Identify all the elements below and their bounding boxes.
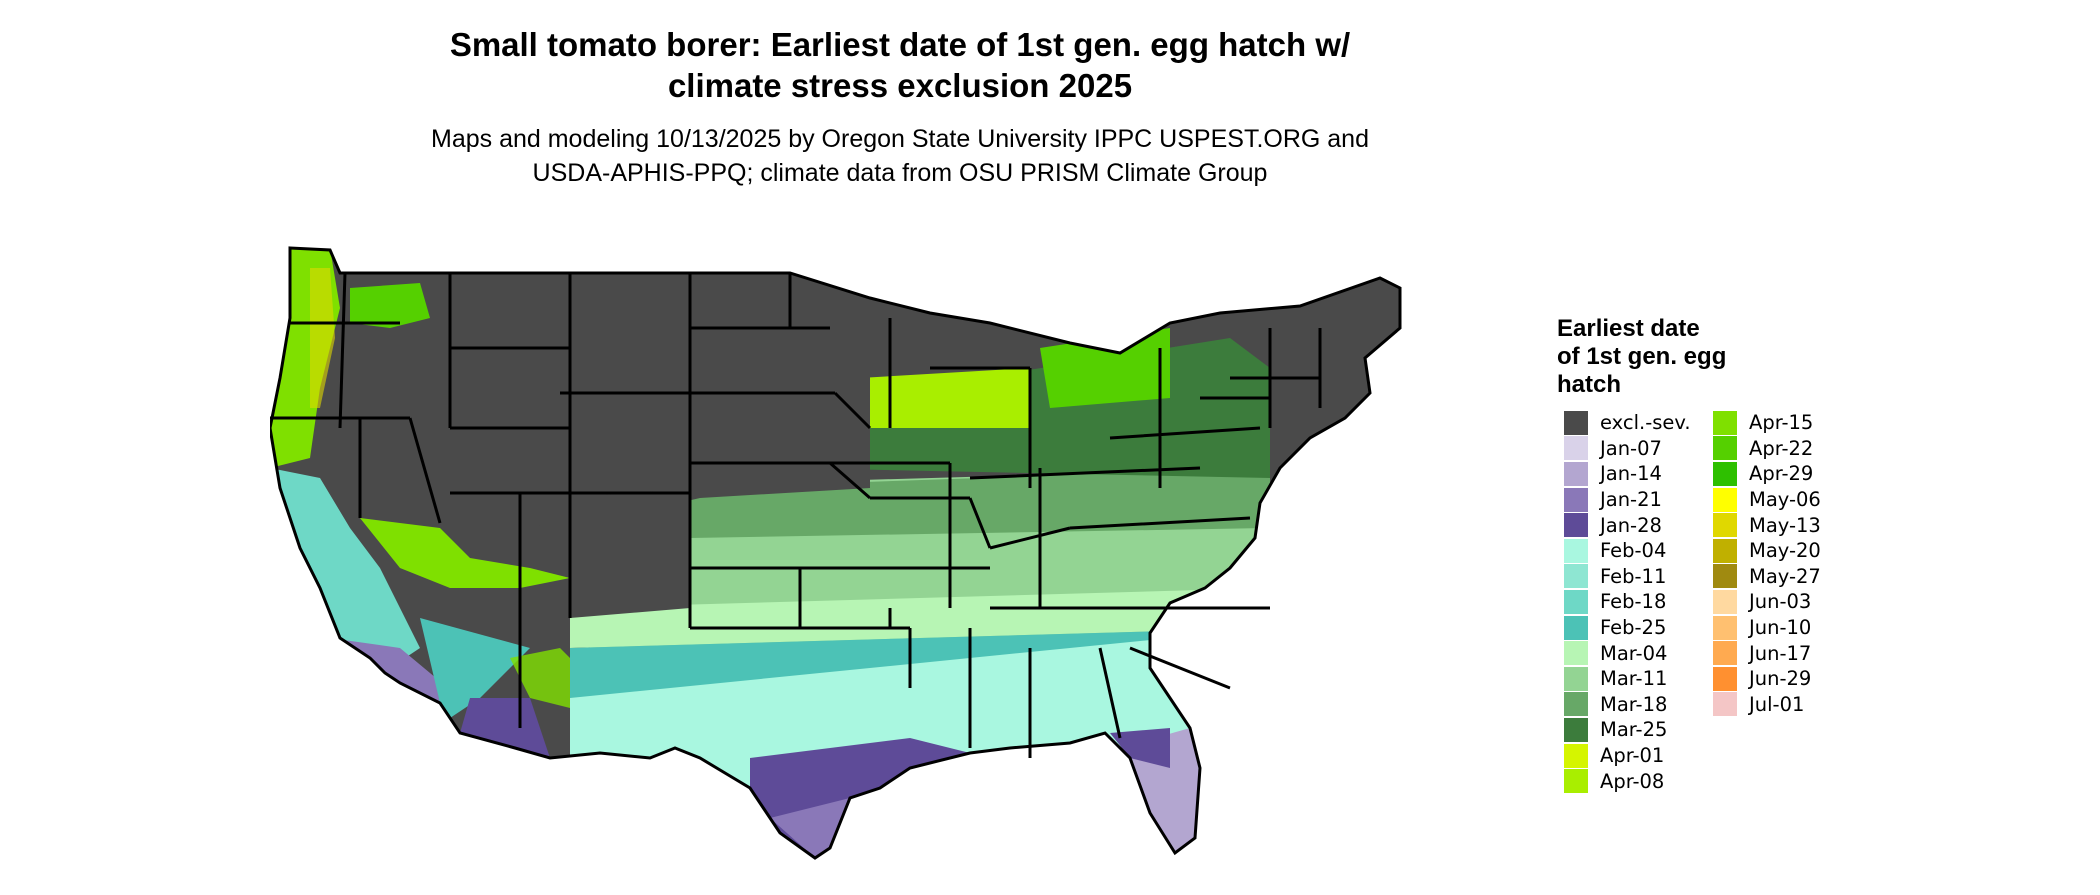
legend-swatch [1564,666,1588,691]
legend-label: Jan-14 [1600,462,1662,486]
legend-label: Jan-07 [1600,436,1662,460]
legend-label: Apr-29 [1749,462,1814,486]
legend-label: Mar-18 [1600,692,1668,716]
legend-item: Apr-29 [1713,461,1821,487]
legend-swatch [1713,564,1737,589]
legend-swatch [1564,487,1588,512]
legend-item: Jun-03 [1713,589,1821,615]
map-title-line-2: climate stress exclusion 2025 [667,67,1133,104]
legend-item: Mar-11 [1564,666,1691,692]
map-title-line-1: Small tomato borer: Earliest date of 1st… [449,26,1351,63]
legend-swatch [1564,461,1588,486]
legend-item: May-20 [1713,538,1821,564]
legend-swatch [1713,666,1737,691]
legend-swatch [1713,538,1737,563]
map-subtitle-line-1: Maps and modeling 10/13/2025 by Oregon S… [431,125,1369,153]
legend-label: Jan-21 [1600,488,1662,512]
legend-item: Jun-17 [1713,640,1821,666]
legend-label: May-20 [1749,539,1821,563]
legend-label: excl.-sev. [1600,411,1691,435]
legend-label: Jul-01 [1749,692,1805,716]
legend-swatch [1713,436,1737,461]
legend-item: Jun-10 [1713,615,1821,641]
legend-item: Apr-08 [1564,768,1691,794]
legend-label: Apr-08 [1600,769,1665,793]
legend-item: Feb-11 [1564,564,1691,590]
legend-item: Jan-28 [1564,512,1691,538]
legend-swatch [1564,743,1588,768]
legend-label: Apr-15 [1749,411,1814,435]
legend-title: Earliest date of 1st gen. egg hatch [1557,315,1807,399]
legend-swatch [1564,410,1588,435]
legend-item: Jan-14 [1564,461,1691,487]
legend-label: Apr-22 [1749,436,1814,460]
legend-swatch [1564,692,1588,717]
legend-item: Mar-25 [1564,717,1691,743]
legend-swatch [1713,487,1737,512]
legend-label: May-06 [1749,488,1821,512]
legend-title-line-2: of 1st gen. egg [1557,343,1727,370]
legend-label: Mar-11 [1600,667,1668,691]
legend-swatch [1564,615,1588,640]
legend-item: Mar-18 [1564,692,1691,718]
legend-title-line-1: Earliest date [1557,315,1700,342]
conus-map-svg [268,246,1402,860]
legend-label: Jun-17 [1749,641,1812,665]
legend-item: Feb-25 [1564,615,1691,641]
legend-item: Feb-04 [1564,538,1691,564]
legend-column-1: excl.-sev. Jan-07 Jan-14 Jan-21 Jan-28 Feb-04… [1564,410,1691,794]
legend-label: Feb-25 [1600,616,1667,640]
conus-map [268,228,1490,890]
legend-label: Apr-01 [1600,744,1665,768]
legend-label: Feb-18 [1600,590,1667,614]
legend-label: Mar-25 [1600,718,1668,742]
legend-item: Feb-18 [1564,589,1691,615]
legend-swatch [1564,513,1588,538]
legend-swatch [1564,564,1588,589]
legend-item: Jan-07 [1564,436,1691,462]
legend-label: Jan-28 [1600,513,1662,537]
legend-label: Jun-29 [1749,667,1812,691]
legend-swatch [1713,589,1737,614]
legend-item: Apr-22 [1713,436,1821,462]
legend-label: Jun-03 [1749,590,1812,614]
legend-item: Jul-01 [1713,692,1821,718]
legend-label: May-13 [1749,513,1821,537]
legend-item: excl.-sev. [1564,410,1691,436]
legend-label: Mar-04 [1600,641,1668,665]
legend-item: May-13 [1713,512,1821,538]
legend-column-2: Apr-15 Apr-22 Apr-29 May-06 May-13 May-20 May-… [1713,410,1821,717]
legend-swatch [1564,589,1588,614]
legend-item: Mar-04 [1564,640,1691,666]
legend-item: Jun-29 [1713,666,1821,692]
legend-title-line-3: hatch [1557,371,1622,398]
legend-label: Feb-11 [1600,564,1667,588]
legend-swatch [1713,641,1737,666]
legend-swatch [1713,461,1737,486]
legend-item: Apr-01 [1564,743,1691,769]
legend-swatch [1564,717,1588,742]
legend-item: Apr-15 [1713,410,1821,436]
legend-swatch [1713,410,1737,435]
legend-swatch [1564,436,1588,461]
legend-swatch [1713,692,1737,717]
legend-swatch [1564,641,1588,666]
legend-swatch [1713,615,1737,640]
legend-swatch [1713,513,1737,538]
legend-label: Jun-10 [1749,616,1812,640]
legend-label: Feb-04 [1600,539,1667,563]
legend-label: May-27 [1749,564,1821,588]
legend-item: May-27 [1713,564,1821,590]
legend-item: Jan-21 [1564,487,1691,513]
legend-swatch [1564,769,1588,794]
legend-item: May-06 [1713,487,1821,513]
map-subtitle-line-2: USDA-APHIS-PPQ; climate data from OSU PR… [532,159,1268,187]
legend-swatch [1564,538,1588,563]
